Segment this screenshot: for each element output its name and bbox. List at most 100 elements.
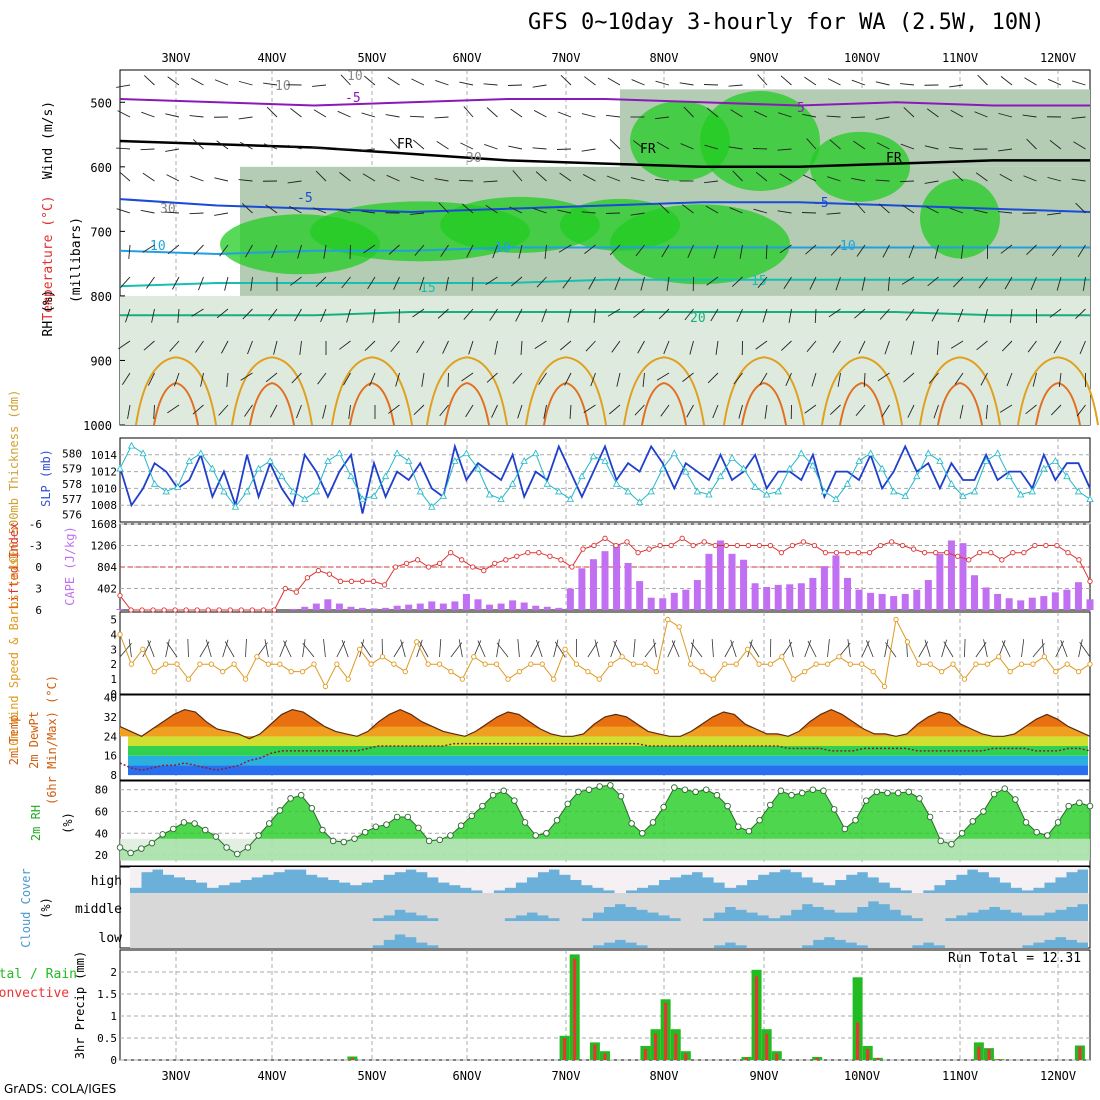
- lifted-index-point-6: [183, 607, 189, 613]
- wind-barb-1-28: [802, 113, 817, 118]
- wind-barb-4-17: [533, 208, 547, 214]
- wind10m-speed-point-38: [550, 676, 557, 682]
- wind-barb-1-2: [165, 113, 180, 118]
- wind-barb-9-17: [538, 372, 547, 385]
- wind10m-barb-66: [866, 640, 874, 658]
- wind-barb-2-29: [829, 139, 841, 150]
- cloud-low-38: [548, 921, 560, 948]
- wind-barb-6-36: [1004, 276, 1013, 290]
- cape-bar-31: [474, 599, 482, 610]
- rh2m-point-21: [340, 838, 348, 846]
- thickness-point-79: [1028, 487, 1036, 495]
- cloud-low-57: [757, 921, 770, 948]
- cape-bar-63: [844, 577, 851, 610]
- wind-barb-7-9: [346, 308, 351, 323]
- wind-barb-2-1: [140, 148, 155, 151]
- cloud-high-6: [196, 867, 208, 883]
- cloud-high-50: [680, 867, 693, 875]
- cloud-high-19: [339, 867, 351, 883]
- cloud-middle-6: [196, 893, 208, 921]
- wind-barb-3-1: [142, 172, 155, 182]
- wind-barb-4-34: [949, 207, 964, 214]
- precip-legend-conv: Convective: [0, 986, 69, 1001]
- cloud-high-72: [922, 867, 935, 891]
- cloud-middle-16: [306, 893, 318, 921]
- wind10m-barb-48: [667, 640, 676, 658]
- wind-barb-10-19: [583, 404, 596, 414]
- wind-barb-3-30: [851, 177, 866, 182]
- cloud-middle-43: [603, 893, 616, 907]
- cloud-middle-37: [537, 893, 549, 916]
- lifted-index-point-33: [481, 567, 487, 574]
- wind-ytick-5: 5: [110, 613, 117, 626]
- wind-barb-3-26: [755, 171, 768, 182]
- wind-barb-5-23: [687, 244, 694, 258]
- wind10m-barb-60: [804, 639, 812, 658]
- contour-label-6: -5: [297, 191, 313, 206]
- cloud-middle-57: [757, 893, 770, 916]
- cloud-middle-9: [229, 893, 241, 921]
- cloud-label-low: low: [99, 931, 123, 946]
- thickness-point-9: [220, 487, 228, 495]
- x-label-top-11NOV: 11NOV: [942, 51, 978, 65]
- cloud-middle-29: [449, 893, 461, 921]
- cloud-low-78: [988, 921, 1001, 948]
- thickness-point-21: [358, 495, 367, 502]
- rh2m-point-3: [148, 839, 156, 847]
- contour-surface-warm-5: [623, 356, 705, 426]
- wind-barb-8-12: [416, 340, 425, 354]
- wind-barb-3-37: [1023, 175, 1037, 182]
- cloud-high-51: [691, 867, 704, 873]
- cloud-middle-47: [647, 893, 660, 913]
- cloud-low-42: [592, 921, 604, 946]
- wind-barb-2-5: [240, 141, 253, 150]
- rh2m-point-37: [511, 797, 518, 804]
- wind-barb-7-29: [828, 308, 841, 318]
- wind10m-barb-13: [264, 639, 269, 658]
- contour-label-13: 20: [690, 311, 706, 326]
- thickness-point-47: [659, 464, 667, 472]
- wind10m-speed-point-39: [562, 646, 568, 652]
- rh2m-point-65: [809, 786, 817, 793]
- chart-title: GFS 0~10day 3-hourly for WA (2.5W, 10N): [528, 10, 1045, 35]
- cape-bar-79: [1028, 597, 1036, 610]
- x-label-bottom-11NOV: 11NOV: [942, 1069, 978, 1083]
- wind-barb-3-33: [924, 180, 939, 184]
- wind10m-speed-point-28: [436, 661, 443, 667]
- lifted-index-point-21: [348, 578, 355, 584]
- cloud-low-20: [350, 921, 362, 948]
- cloud-high-52: [702, 867, 715, 878]
- wind-barb-9-3: [200, 372, 204, 387]
- cloud-low-27: [427, 921, 439, 946]
- cape-bar-32: [486, 604, 494, 610]
- wind-barb-7-4: [216, 308, 229, 319]
- thickness-point-72: [947, 479, 956, 487]
- rh2m-point-24: [372, 823, 380, 831]
- cloud-low-25: [405, 921, 417, 938]
- temp2m-line: [119, 708, 1091, 740]
- wind-barb-4-18: [557, 209, 572, 214]
- rh2m-point-72: [884, 789, 891, 797]
- rh2m-point-63: [788, 791, 795, 799]
- thick-ytick-578: 578: [62, 478, 82, 491]
- wind10m-speed-point-18: [322, 683, 329, 690]
- wind-barb-7-10: [372, 308, 376, 323]
- wind-barb-10-39: [1076, 404, 1086, 417]
- contour-surface-warm-8: [919, 356, 1001, 426]
- thickness-point-32: [485, 490, 494, 498]
- wind-barb-7-19: [593, 308, 596, 323]
- cape-bar-15: [289, 608, 297, 610]
- wind-barb-3-7: [287, 180, 302, 184]
- cloud-high-32: [482, 867, 494, 893]
- wind10m-speed-point-0: [117, 631, 123, 638]
- cape-bar-30: [462, 593, 470, 610]
- wind-barb-4-29: [826, 212, 841, 215]
- cape-bar-37: [543, 606, 551, 610]
- cloud-middle-36: [526, 893, 538, 913]
- wind10m-speed-point-69: [904, 639, 911, 645]
- lifted-index-point-24: [381, 582, 388, 588]
- wind-barb-7-36: [1009, 308, 1013, 323]
- cloud-low-81: [1021, 921, 1034, 946]
- cloud-low-51: [691, 921, 704, 948]
- cloud-low-73: [933, 921, 946, 946]
